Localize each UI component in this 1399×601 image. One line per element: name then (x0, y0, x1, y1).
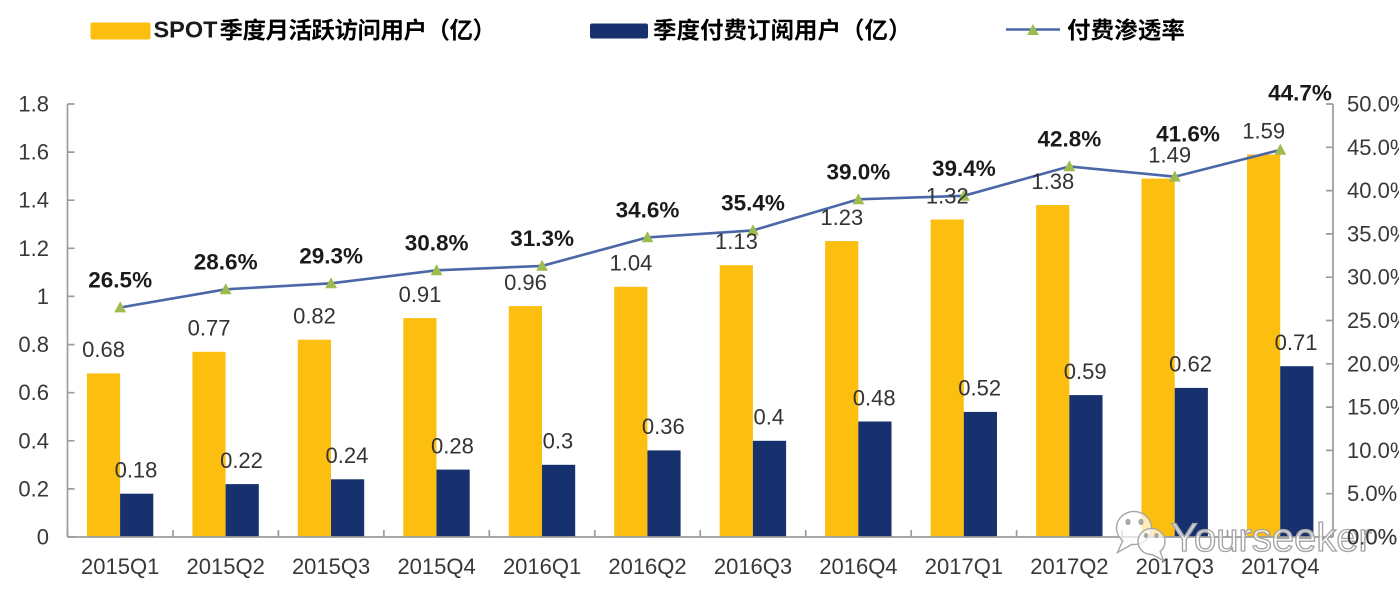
svg-text:2017Q2: 2017Q2 (1030, 554, 1108, 579)
svg-text:2016Q2: 2016Q2 (608, 554, 686, 579)
svg-text:34.6%: 34.6% (616, 197, 680, 222)
svg-text:15.0%: 15.0% (1347, 395, 1399, 420)
svg-text:35.4%: 35.4% (721, 190, 785, 215)
svg-text:0.36: 0.36 (642, 414, 685, 439)
svg-text:2015Q2: 2015Q2 (187, 554, 265, 579)
svg-text:39.0%: 39.0% (826, 159, 890, 184)
svg-text:0: 0 (37, 525, 49, 550)
svg-text:1.2: 1.2 (18, 236, 49, 261)
svg-text:2017Q3: 2017Q3 (1136, 554, 1214, 579)
svg-text:0.48: 0.48 (853, 385, 896, 410)
svg-text:1.04: 1.04 (609, 251, 652, 276)
svg-text:5.0%: 5.0% (1347, 481, 1397, 506)
svg-text:41.6%: 41.6% (1156, 122, 1220, 147)
svg-text:Yourseeker: Yourseeker (1171, 516, 1372, 560)
svg-text:45.0%: 45.0% (1347, 135, 1399, 160)
svg-text:0.4: 0.4 (18, 428, 49, 453)
svg-text:1.6: 1.6 (18, 140, 49, 165)
svg-text:28.6%: 28.6% (194, 249, 258, 274)
svg-text:0.24: 0.24 (325, 443, 368, 468)
svg-text:30.0%: 30.0% (1347, 265, 1399, 290)
svg-text:0.59: 0.59 (1064, 359, 1107, 384)
svg-text:2016Q1: 2016Q1 (503, 554, 581, 579)
svg-text:2015Q1: 2015Q1 (81, 554, 159, 579)
svg-text:30.8%: 30.8% (405, 230, 469, 255)
svg-text:0.77: 0.77 (188, 316, 231, 341)
svg-text:29.3%: 29.3% (299, 243, 363, 268)
svg-text:20.0%: 20.0% (1347, 351, 1399, 376)
svg-text:44.7%: 44.7% (1268, 80, 1332, 105)
svg-text:0.71: 0.71 (1275, 330, 1318, 355)
svg-text:0.4: 0.4 (754, 405, 785, 430)
svg-text:0.0%: 0.0% (1347, 525, 1397, 550)
svg-text:1.4: 1.4 (18, 188, 49, 213)
svg-text:0.6: 0.6 (18, 380, 49, 405)
svg-text:2016Q4: 2016Q4 (819, 554, 897, 579)
svg-text:SPOT: SPOT (154, 17, 219, 43)
svg-text:39.4%: 39.4% (932, 156, 996, 181)
svg-text:0.28: 0.28 (431, 433, 474, 458)
svg-text:1.49: 1.49 (1148, 142, 1191, 167)
svg-text:1.8: 1.8 (18, 92, 49, 117)
svg-text:0.3: 0.3 (543, 429, 574, 454)
svg-text:2016Q3: 2016Q3 (714, 554, 792, 579)
svg-text:10.0%: 10.0% (1347, 438, 1399, 463)
svg-text:35.0%: 35.0% (1347, 221, 1399, 246)
svg-text:0.68: 0.68 (82, 337, 125, 362)
svg-text:0.18: 0.18 (115, 458, 158, 483)
svg-text:0.91: 0.91 (399, 282, 442, 307)
svg-text:42.8%: 42.8% (1037, 126, 1101, 151)
svg-text:0.22: 0.22 (220, 448, 263, 473)
svg-text:1.23: 1.23 (820, 205, 863, 230)
svg-text:50.0%: 50.0% (1347, 92, 1399, 117)
svg-text:26.5%: 26.5% (88, 268, 152, 293)
svg-text:0.52: 0.52 (958, 376, 1001, 401)
svg-text:31.3%: 31.3% (510, 226, 574, 251)
svg-text:40.0%: 40.0% (1347, 178, 1399, 203)
svg-text:1.38: 1.38 (1031, 169, 1074, 194)
svg-text:1.13: 1.13 (715, 229, 758, 254)
svg-text:0.8: 0.8 (18, 332, 49, 357)
svg-text:1.32: 1.32 (926, 183, 969, 208)
svg-text:2017Q4: 2017Q4 (1241, 554, 1319, 579)
svg-text:0.2: 0.2 (18, 476, 49, 501)
svg-text:2015Q3: 2015Q3 (292, 554, 370, 579)
svg-text:25.0%: 25.0% (1347, 308, 1399, 333)
svg-text:0.62: 0.62 (1169, 352, 1212, 377)
svg-text:0.82: 0.82 (293, 304, 336, 329)
svg-text:2015Q4: 2015Q4 (397, 554, 475, 579)
svg-text:1: 1 (37, 284, 49, 309)
svg-text:0.0%: 0.0% (1347, 525, 1397, 550)
svg-text:1.59: 1.59 (1242, 118, 1285, 143)
svg-text:2017Q1: 2017Q1 (925, 554, 1003, 579)
svg-text:0.96: 0.96 (504, 270, 547, 295)
